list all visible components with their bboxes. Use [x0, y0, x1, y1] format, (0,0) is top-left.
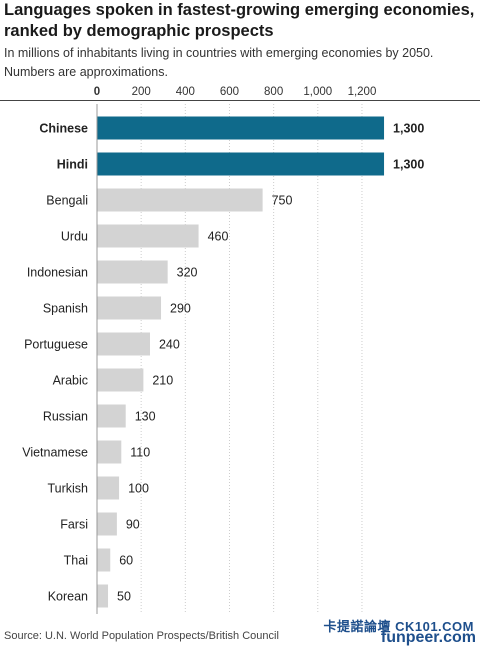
category-label: Farsi: [60, 518, 88, 532]
bar: [97, 476, 120, 500]
value-label: 210: [152, 374, 173, 388]
value-label: 110: [130, 446, 150, 460]
bar: [97, 368, 144, 392]
bar: [97, 296, 162, 320]
x-tick-label: 600: [220, 86, 239, 98]
category-label: Spanish: [43, 302, 88, 316]
x-tick-label: 400: [176, 86, 195, 98]
category-label: Arabic: [53, 374, 88, 388]
category-label: Bengali: [46, 194, 88, 208]
chart-subtitle: In millions of inhabitants living in cou…: [4, 46, 434, 79]
category-label: Chinese: [39, 122, 88, 136]
value-label: 320: [177, 266, 198, 280]
category-label: Urdu: [61, 230, 88, 244]
category-label: Indonesian: [27, 266, 88, 280]
bar: [97, 260, 168, 284]
bar: [97, 584, 109, 608]
value-label: 100: [128, 482, 149, 496]
x-tick-label: 200: [132, 86, 151, 98]
category-label: Vietnamese: [22, 446, 88, 460]
bar: [97, 404, 126, 428]
value-label: 50: [117, 590, 131, 604]
bar: [97, 152, 385, 176]
value-label: 1,300: [393, 122, 424, 136]
bar: [97, 332, 150, 356]
value-label: 60: [119, 554, 133, 568]
bar: [97, 116, 385, 140]
x-tick-label: 1,200: [348, 86, 377, 98]
category-label: Hindi: [57, 158, 88, 172]
bar: [97, 188, 263, 212]
bar: [97, 440, 122, 464]
chart-title: Languages spoken in fastest-growing emer…: [4, 1, 475, 40]
watermark-site: funpeer.com: [380, 629, 476, 646]
x-tick-label: 800: [264, 86, 283, 98]
value-label: 90: [126, 518, 140, 532]
category-label: Russian: [43, 410, 88, 424]
top-rule: [0, 100, 480, 101]
value-label: 460: [208, 230, 229, 244]
x-tick-label: 0: [94, 86, 100, 98]
category-label: Turkish: [47, 482, 88, 496]
bar: [97, 224, 199, 248]
category-label: Thai: [64, 554, 88, 568]
source-note: Source: U.N. World Population Prospects/…: [4, 630, 279, 642]
value-label: 750: [272, 194, 293, 208]
value-label: 130: [135, 410, 156, 424]
category-label: Korean: [48, 590, 88, 604]
category-label: Portuguese: [24, 338, 88, 352]
watermark-text: 卡提諾論壇 CK101.COM: [323, 619, 474, 634]
bar: [97, 548, 111, 572]
value-label: 240: [159, 338, 180, 352]
value-label: 1,300: [393, 158, 424, 172]
value-label: 290: [170, 302, 191, 316]
x-tick-label: 1,000: [303, 86, 332, 98]
bar: [97, 512, 117, 536]
